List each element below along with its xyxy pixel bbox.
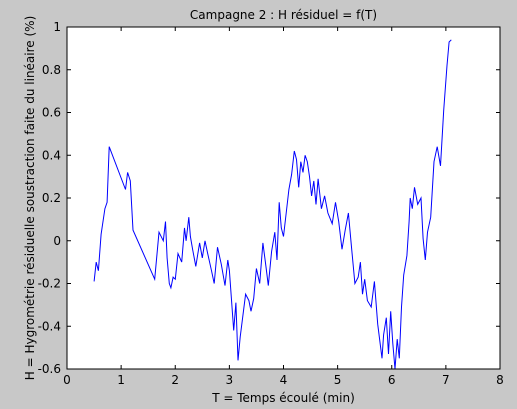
x-tick-label: 6 [388,373,396,387]
x-tick-label: 2 [171,373,179,387]
x-tick-label: 0 [63,373,71,387]
plot-area [67,27,500,369]
y-tick-label: 0 [53,234,61,248]
y-tick-label: -0.2 [38,277,61,291]
y-tick-label: -0.6 [38,362,61,376]
chart-title: Campagne 2 : H résiduel = f(T) [190,8,377,22]
y-tick-label: 0.4 [42,148,61,162]
y-tick-label: 0.6 [42,106,61,120]
y-tick-labels: -0.6 -0.4 -0.2 0 0.2 0.4 0.6 0.8 1 [38,20,61,376]
y-axis-label: H = Hygrométrie résiduelle soustraction … [23,16,37,380]
y-tick-label: 1 [53,20,61,34]
x-axis-label: T = Temps écoulé (min) [211,391,355,405]
x-tick-label: 8 [496,373,504,387]
y-tick-label: 0.8 [42,63,61,77]
x-tick-labels: 0 1 2 3 4 5 6 7 8 [63,373,504,387]
plot-frame [66,26,501,370]
x-tick-label: 3 [226,373,234,387]
x-tick-label: 5 [334,373,342,387]
x-tick-label: 7 [442,373,450,387]
x-tick-label: 4 [280,373,288,387]
x-tick-label: 1 [117,373,125,387]
y-tick-label: -0.4 [38,319,61,333]
series-line [93,39,452,370]
y-tick-label: 0.2 [42,191,61,205]
